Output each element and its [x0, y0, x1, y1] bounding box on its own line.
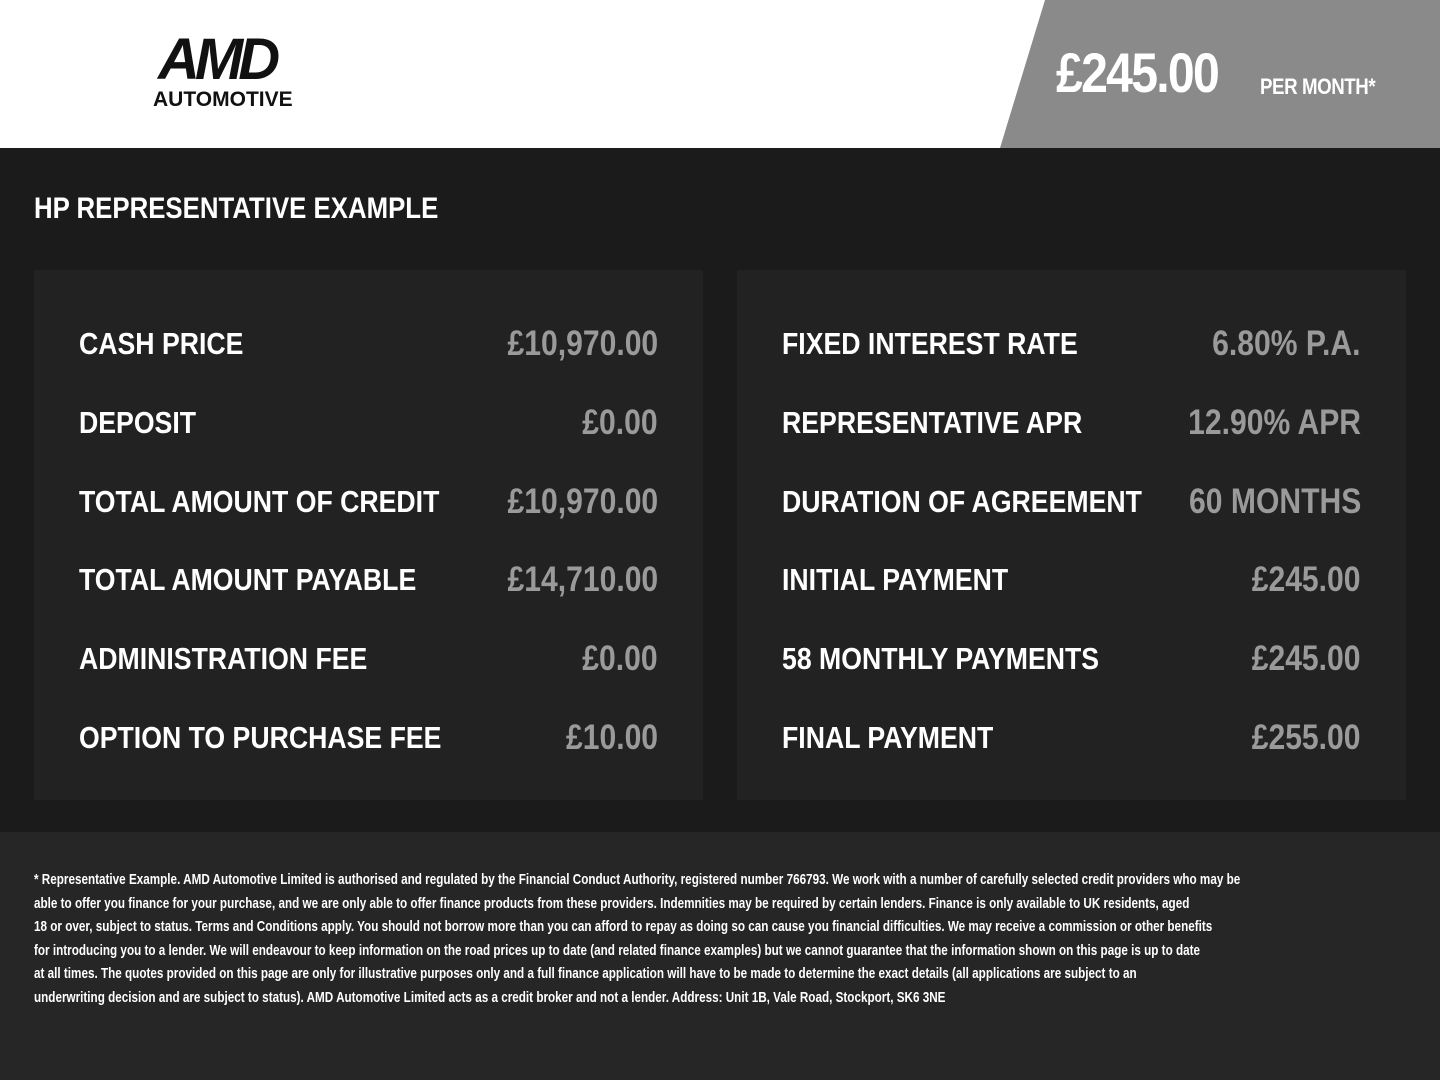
row-value: £245.00 — [1252, 560, 1361, 599]
disclaimer-line: able to offer you finance for your purch… — [34, 894, 1190, 912]
section-title: HP REPRESENTATIVE EXAMPLE — [34, 192, 439, 225]
finance-row: FIXED INTEREST RATE 6.80% P.A. — [782, 324, 1361, 366]
row-label: FIXED INTEREST RATE — [782, 326, 1078, 361]
row-value: £10,970.00 — [507, 324, 658, 363]
row-value: £10,970.00 — [507, 482, 658, 521]
disclaimer-line: 18 or over, subject to status. Terms and… — [34, 918, 1213, 936]
disclaimer-footer: * Representative Example. AMD Automotive… — [0, 832, 1440, 1080]
row-label: 58 MONTHLY PAYMENTS — [782, 641, 1100, 676]
disclaimer-line: underwriting decision and are subject to… — [34, 988, 946, 1006]
row-value: £255.00 — [1252, 718, 1361, 757]
logo-sub: AUTOMOTIVE — [153, 88, 293, 111]
finance-example: HP REPRESENTATIVE EXAMPLE CASH PRICE £10,… — [0, 148, 1440, 832]
finance-row: DEPOSIT £0.00 — [79, 403, 658, 445]
finance-row: REPRESENTATIVE APR 12.90% APR — [782, 403, 1361, 445]
logo-main: AMD — [158, 27, 280, 92]
finance-row: 58 MONTHLY PAYMENTS £245.00 — [782, 639, 1361, 681]
finance-row: ADMINISTRATION FEE £0.00 — [79, 639, 658, 681]
finance-row: CASH PRICE £10,970.00 — [79, 324, 658, 366]
disclaimer-line: for introducing you to a lender. We will… — [34, 941, 1201, 959]
disclaimer-text: * Representative Example. AMD Automotive… — [34, 868, 1240, 1010]
row-label: FINAL PAYMENT — [782, 720, 994, 755]
row-value: 6.80% P.A. — [1212, 324, 1361, 363]
right-panel: FIXED INTEREST RATE 6.80% P.A. REPRESENTA… — [737, 270, 1406, 800]
finance-row: DURATION OF AGREEMENT 60 MONTHS — [782, 482, 1361, 524]
row-label: TOTAL AMOUNT OF CREDIT — [79, 484, 440, 519]
monthly-price: £245.00 — [1056, 41, 1220, 104]
row-value: £0.00 — [582, 639, 658, 678]
amd-automotive-logo: AMD AUTOMOTIVE — [150, 30, 325, 115]
row-value: 12.90% APR — [1188, 403, 1361, 442]
finance-row: TOTAL AMOUNT PAYABLE £14,710.00 — [79, 560, 658, 602]
disclaimer-line: at all times. The quotes provided on thi… — [34, 965, 1137, 983]
row-label: DURATION OF AGREEMENT — [782, 484, 1142, 519]
row-value: 60 MONTHS — [1188, 482, 1361, 521]
row-value: £14,710.00 — [507, 560, 658, 599]
header: AMD AUTOMOTIVE £245.00 PER MONTH* — [0, 0, 1440, 148]
row-label: REPRESENTATIVE APR — [782, 405, 1083, 440]
row-value: £245.00 — [1252, 639, 1361, 678]
finance-row: OPTION TO PURCHASE FEE £10.00 — [79, 718, 658, 760]
row-value: £10.00 — [565, 718, 658, 757]
row-label: INITIAL PAYMENT — [782, 562, 1009, 597]
row-label: ADMINISTRATION FEE — [79, 641, 368, 676]
row-label: OPTION TO PURCHASE FEE — [79, 720, 442, 755]
row-value: £0.00 — [582, 403, 658, 442]
row-label: DEPOSIT — [79, 405, 197, 440]
row-label: CASH PRICE — [79, 326, 244, 361]
finance-row: TOTAL AMOUNT OF CREDIT £10,970.00 — [79, 482, 658, 524]
left-panel: CASH PRICE £10,970.00 DEPOSIT £0.00 TOTAL … — [34, 270, 703, 800]
monthly-price-banner — [1000, 0, 1440, 148]
disclaimer-line: * Representative Example. AMD Automotive… — [34, 871, 1241, 888]
row-label: TOTAL AMOUNT PAYABLE — [79, 562, 417, 597]
finance-row: INITIAL PAYMENT £245.00 — [782, 560, 1361, 602]
per-month-label: PER MONTH* — [1260, 74, 1376, 99]
finance-row: FINAL PAYMENT £255.00 — [782, 718, 1361, 760]
